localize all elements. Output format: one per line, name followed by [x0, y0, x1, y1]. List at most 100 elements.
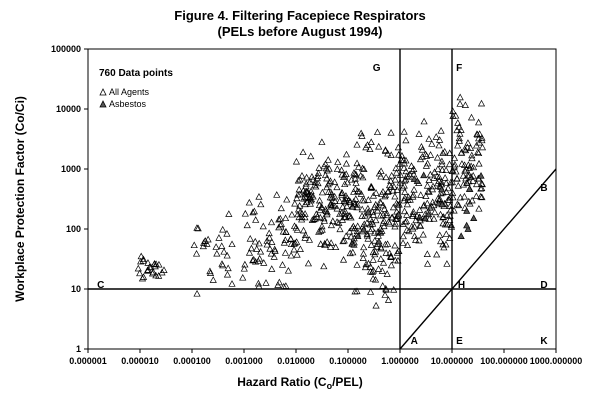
data-point-all-agents [259, 222, 267, 230]
data-point-all-agents [382, 286, 390, 293]
data-point-all-agents [433, 153, 442, 161]
data-point-all-agents [388, 213, 396, 221]
data-point-all-agents [363, 219, 371, 226]
data-point-all-agents [426, 170, 434, 178]
data-point-all-agents [435, 177, 443, 184]
data-point-all-agents [390, 286, 398, 293]
data-point-all-agents [322, 207, 330, 214]
region-label: G [373, 63, 381, 74]
data-point-all-agents [316, 196, 324, 204]
data-point-all-agents [377, 172, 385, 180]
data-point-all-agents [346, 249, 354, 257]
data-point-all-agents [290, 240, 298, 247]
data-point-all-agents [241, 209, 249, 217]
data-point-all-agents [450, 162, 458, 170]
data-point-all-agents [394, 143, 402, 151]
data-point-all-agents [329, 217, 337, 225]
data-point-all-agents [348, 239, 356, 247]
data-point-all-agents [318, 226, 326, 233]
data-point-all-agents [206, 267, 214, 275]
data-point-all-agents [260, 259, 268, 266]
data-point-all-agents [423, 182, 431, 189]
legend-marker-all-agents [99, 88, 107, 96]
data-point-all-agents [416, 221, 424, 229]
data-point-asbestos [463, 221, 471, 229]
data-point-all-agents [441, 147, 449, 155]
data-point-all-agents [351, 200, 359, 208]
data-point-all-agents [292, 157, 301, 165]
data-point-all-agents [447, 221, 455, 229]
data-point-all-agents [409, 212, 417, 220]
data-points [134, 93, 487, 309]
data-point-all-agents [455, 123, 463, 130]
data-point-all-agents [311, 214, 319, 222]
data-point-all-agents [240, 264, 248, 272]
data-point-all-agents [400, 159, 409, 167]
data-point-all-agents [456, 93, 464, 101]
data-point-all-agents [265, 234, 274, 241]
data-point-all-agents [357, 190, 365, 197]
data-point-all-agents [281, 236, 289, 243]
data-point-all-agents [477, 184, 485, 192]
data-point-all-agents [267, 249, 275, 257]
data-point-all-agents [255, 239, 263, 247]
data-point-all-agents [308, 216, 316, 223]
data-point-asbestos [413, 177, 421, 184]
data-point-all-agents [361, 263, 370, 271]
data-point-all-agents [477, 99, 486, 107]
data-point-all-agents [313, 174, 321, 182]
data-point-all-agents [284, 266, 292, 274]
data-point-all-agents [379, 282, 387, 289]
data-point-all-agents [409, 191, 417, 198]
data-point-asbestos [354, 232, 362, 240]
data-point-all-agents [438, 166, 446, 173]
data-point-all-agents [387, 177, 395, 184]
data-point-all-agents [417, 143, 426, 150]
data-point-all-agents [373, 242, 381, 250]
data-point-all-agents [437, 126, 445, 134]
data-point-all-agents [391, 192, 399, 200]
data-point-all-agents [377, 255, 385, 262]
data-point-all-agents [293, 238, 301, 245]
x-tick-label: 1000.000000 [530, 356, 583, 366]
data-point-all-agents [150, 260, 158, 268]
data-point-all-agents [352, 195, 360, 202]
region-label: B [540, 183, 547, 194]
data-point-all-agents [369, 191, 378, 199]
data-point-all-agents [441, 174, 449, 181]
x-tick-label: 100.000000 [480, 356, 528, 366]
data-point-all-agents [282, 227, 290, 235]
data-point-all-agents [136, 269, 144, 277]
data-point-all-agents [374, 265, 383, 272]
data-point-all-agents [155, 260, 163, 268]
data-point-all-agents [446, 234, 454, 242]
data-point-all-agents [318, 188, 326, 196]
data-point-all-agents [462, 165, 470, 173]
data-point-all-agents [408, 167, 417, 174]
data-point-all-agents [428, 140, 436, 147]
data-point-all-agents [353, 261, 361, 268]
data-point-all-agents [332, 243, 340, 251]
data-point-all-agents [348, 202, 356, 210]
data-point-all-agents [291, 239, 299, 246]
data-point-all-agents [345, 212, 353, 219]
data-point-all-agents [273, 191, 281, 198]
data-point-all-agents [453, 200, 461, 208]
data-point-all-agents [338, 191, 346, 198]
data-point-all-agents [402, 217, 411, 225]
data-point-all-agents [213, 249, 221, 257]
data-point-all-agents [316, 213, 324, 221]
data-point-all-agents [455, 201, 463, 209]
data-point-all-agents [442, 179, 450, 186]
data-point-all-agents [298, 171, 306, 179]
data-point-all-agents [432, 133, 440, 140]
data-point-all-agents [456, 193, 464, 201]
data-point-all-agents [354, 222, 362, 230]
data-point-all-agents [380, 205, 389, 212]
data-point-all-agents [446, 216, 454, 223]
data-point-all-agents [379, 201, 387, 209]
chart-subtitle: (PELs before August 1994) [218, 24, 383, 39]
data-point-all-agents [435, 141, 443, 149]
data-point-all-agents [370, 203, 379, 210]
data-point-all-agents [277, 220, 285, 227]
